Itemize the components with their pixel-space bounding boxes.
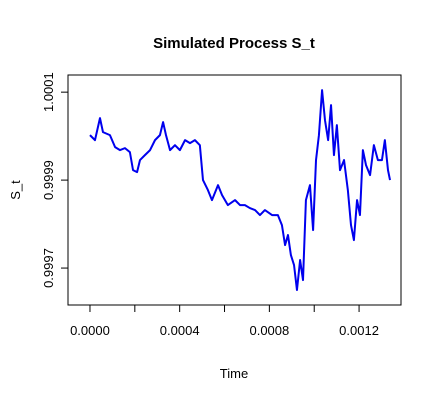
x-axis-label: Time <box>220 366 248 381</box>
x-tick-label: 0.0004 <box>160 323 200 338</box>
x-tick-label: 0.0012 <box>339 323 379 338</box>
x-tick-label: 0.0008 <box>249 323 289 338</box>
line <box>89 89 391 292</box>
y-tick-label: 0.9999 <box>41 160 56 200</box>
y-tick-label: 0.9997 <box>41 248 56 288</box>
x-tick-label: 0.0000 <box>70 323 110 338</box>
plot-box <box>67 74 402 306</box>
y-tick-label: 1.0001 <box>41 72 56 112</box>
chart-title: Simulated Process S_t <box>153 35 315 52</box>
y-axis-label: S_t <box>8 180 23 200</box>
